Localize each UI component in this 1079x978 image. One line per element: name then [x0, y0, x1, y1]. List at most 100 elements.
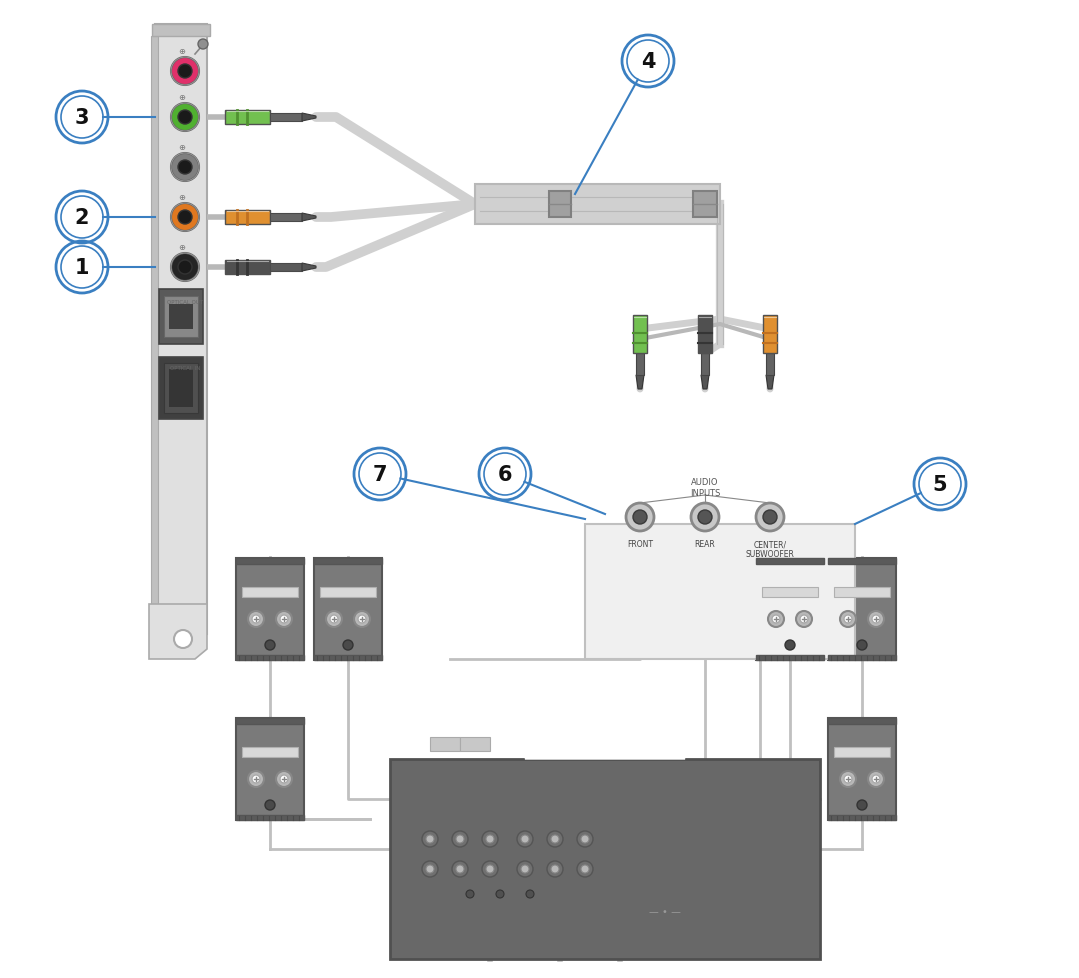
Text: FRONT: FRONT — [627, 540, 653, 549]
Polygon shape — [302, 264, 316, 272]
Circle shape — [577, 831, 593, 847]
Polygon shape — [828, 718, 896, 725]
Polygon shape — [155, 25, 207, 635]
Circle shape — [577, 861, 593, 877]
Text: ⊕: ⊕ — [178, 244, 186, 252]
Circle shape — [360, 455, 400, 495]
Circle shape — [857, 641, 868, 650]
Circle shape — [456, 835, 464, 843]
Polygon shape — [226, 111, 270, 125]
Polygon shape — [834, 747, 890, 757]
Polygon shape — [698, 316, 712, 354]
Circle shape — [800, 615, 808, 623]
Polygon shape — [159, 289, 203, 344]
Polygon shape — [159, 358, 203, 420]
Polygon shape — [460, 737, 490, 751]
Text: 5: 5 — [932, 474, 947, 495]
Circle shape — [633, 511, 647, 524]
Circle shape — [868, 611, 884, 627]
Polygon shape — [828, 655, 896, 660]
Circle shape — [358, 615, 366, 623]
Circle shape — [170, 203, 199, 232]
Circle shape — [551, 835, 559, 843]
Circle shape — [170, 253, 199, 282]
Polygon shape — [320, 588, 375, 598]
Polygon shape — [762, 588, 818, 598]
Text: 7: 7 — [372, 465, 387, 484]
Circle shape — [628, 42, 668, 82]
Polygon shape — [828, 718, 896, 821]
Circle shape — [839, 772, 856, 787]
Polygon shape — [151, 37, 158, 614]
Polygon shape — [236, 718, 304, 821]
Circle shape — [276, 611, 292, 627]
Circle shape — [466, 890, 474, 898]
Polygon shape — [314, 655, 382, 660]
Text: ⊕: ⊕ — [178, 94, 186, 103]
Polygon shape — [763, 316, 777, 354]
Circle shape — [276, 772, 292, 787]
Circle shape — [265, 641, 275, 650]
Circle shape — [248, 611, 264, 627]
Circle shape — [547, 861, 563, 877]
Circle shape — [265, 800, 275, 810]
Text: — ∙ —: — ∙ — — [650, 906, 681, 916]
Circle shape — [178, 211, 192, 225]
Circle shape — [199, 40, 208, 50]
Polygon shape — [314, 558, 382, 564]
Circle shape — [796, 611, 812, 627]
Circle shape — [868, 772, 884, 787]
Circle shape — [170, 154, 199, 182]
Circle shape — [456, 866, 464, 873]
Circle shape — [844, 776, 852, 783]
Polygon shape — [756, 558, 824, 660]
Polygon shape — [756, 558, 824, 564]
Circle shape — [452, 831, 468, 847]
Polygon shape — [149, 604, 207, 659]
Circle shape — [426, 835, 434, 843]
Circle shape — [763, 511, 777, 524]
Circle shape — [920, 465, 960, 505]
Circle shape — [521, 866, 529, 873]
Circle shape — [62, 247, 103, 288]
Circle shape — [756, 504, 784, 531]
Circle shape — [422, 861, 438, 877]
Circle shape — [178, 261, 192, 275]
Polygon shape — [636, 354, 644, 376]
Circle shape — [330, 615, 338, 623]
Polygon shape — [390, 759, 820, 959]
Circle shape — [521, 835, 529, 843]
Polygon shape — [431, 737, 460, 751]
Polygon shape — [549, 192, 571, 218]
Circle shape — [343, 641, 353, 650]
Circle shape — [547, 831, 563, 847]
Polygon shape — [636, 376, 644, 389]
Circle shape — [517, 831, 533, 847]
Text: OPTICAL OUT: OPTICAL OUT — [167, 299, 203, 304]
Circle shape — [62, 98, 103, 138]
Polygon shape — [766, 376, 774, 389]
Polygon shape — [169, 370, 193, 408]
Circle shape — [170, 104, 199, 132]
Polygon shape — [693, 192, 718, 218]
Circle shape — [786, 641, 795, 650]
Polygon shape — [242, 747, 298, 757]
Polygon shape — [701, 354, 709, 376]
Text: ⊕: ⊕ — [178, 194, 186, 202]
Circle shape — [691, 504, 719, 531]
Text: OPTICAL IN: OPTICAL IN — [169, 365, 201, 370]
Polygon shape — [828, 558, 896, 660]
Circle shape — [771, 615, 780, 623]
Text: ⊕: ⊕ — [178, 144, 186, 153]
Circle shape — [581, 866, 589, 873]
Circle shape — [872, 776, 880, 783]
Text: 1: 1 — [74, 258, 90, 278]
Polygon shape — [525, 699, 685, 759]
Circle shape — [844, 615, 852, 623]
Circle shape — [486, 835, 494, 843]
Circle shape — [839, 611, 856, 627]
Circle shape — [872, 615, 880, 623]
Circle shape — [178, 160, 192, 175]
Circle shape — [525, 890, 534, 898]
Polygon shape — [152, 25, 210, 37]
